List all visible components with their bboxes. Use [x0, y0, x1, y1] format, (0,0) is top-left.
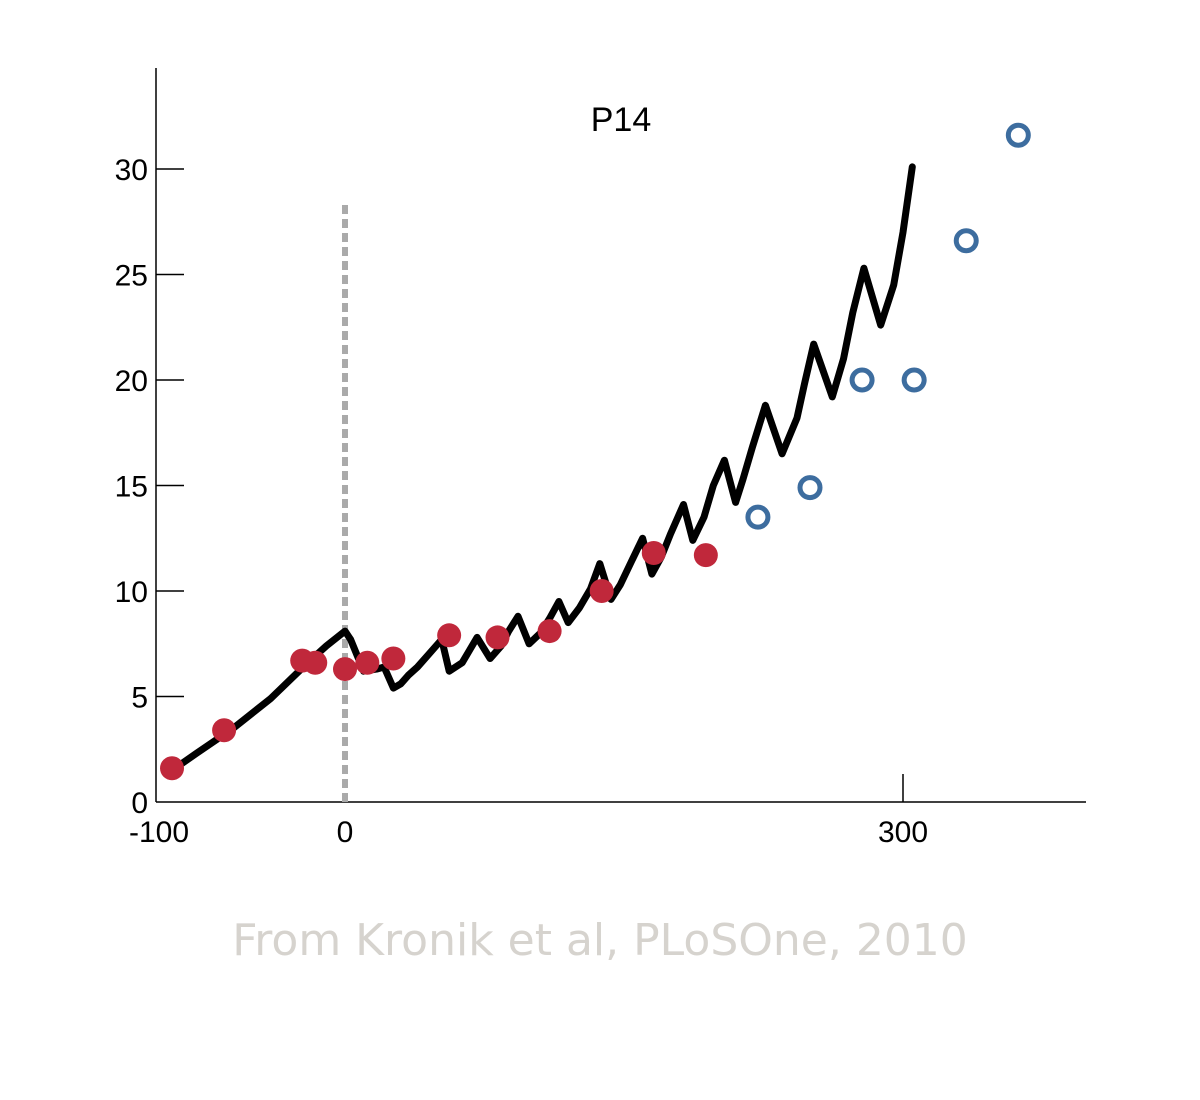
y-tick-label: 25: [115, 260, 148, 293]
filled-point: [485, 625, 510, 650]
ticks: [156, 168, 904, 802]
filled-point: [589, 579, 614, 603]
x-tick-label: 0: [337, 816, 354, 849]
y-tick-label: 5: [131, 682, 148, 715]
x-tick-label: -100: [129, 816, 189, 849]
axes: [155, 68, 1086, 803]
filled-point: [333, 657, 357, 682]
open-point: [953, 228, 979, 254]
y-tick-label: 15: [115, 471, 148, 504]
y-tick-label: 30: [115, 154, 148, 187]
filled-point: [641, 541, 666, 566]
filled-point: [212, 718, 237, 743]
filled-point: [437, 623, 462, 648]
open-point: [901, 367, 927, 393]
filled-point: [355, 650, 380, 675]
filled-point: [303, 650, 328, 675]
open-points-series: [745, 122, 1031, 530]
y-tick-label: 10: [115, 576, 148, 609]
y-tick-label: 0: [131, 787, 148, 820]
chart-title: P14: [591, 101, 652, 139]
x-tick-label: 300: [878, 816, 928, 849]
model-curve: [168, 163, 916, 774]
credit-text: From Kronik et al, PLoSOne, 2010: [232, 915, 968, 966]
open-point: [849, 367, 875, 393]
filled-point: [693, 543, 718, 568]
open-point: [797, 475, 823, 501]
filled-point: [381, 646, 406, 671]
filled-points-series: [160, 541, 718, 781]
open-point: [1005, 122, 1031, 148]
filled-point: [160, 756, 185, 781]
filled-point: [537, 619, 562, 644]
open-point: [745, 504, 771, 530]
y-tick-label: 20: [115, 365, 148, 398]
